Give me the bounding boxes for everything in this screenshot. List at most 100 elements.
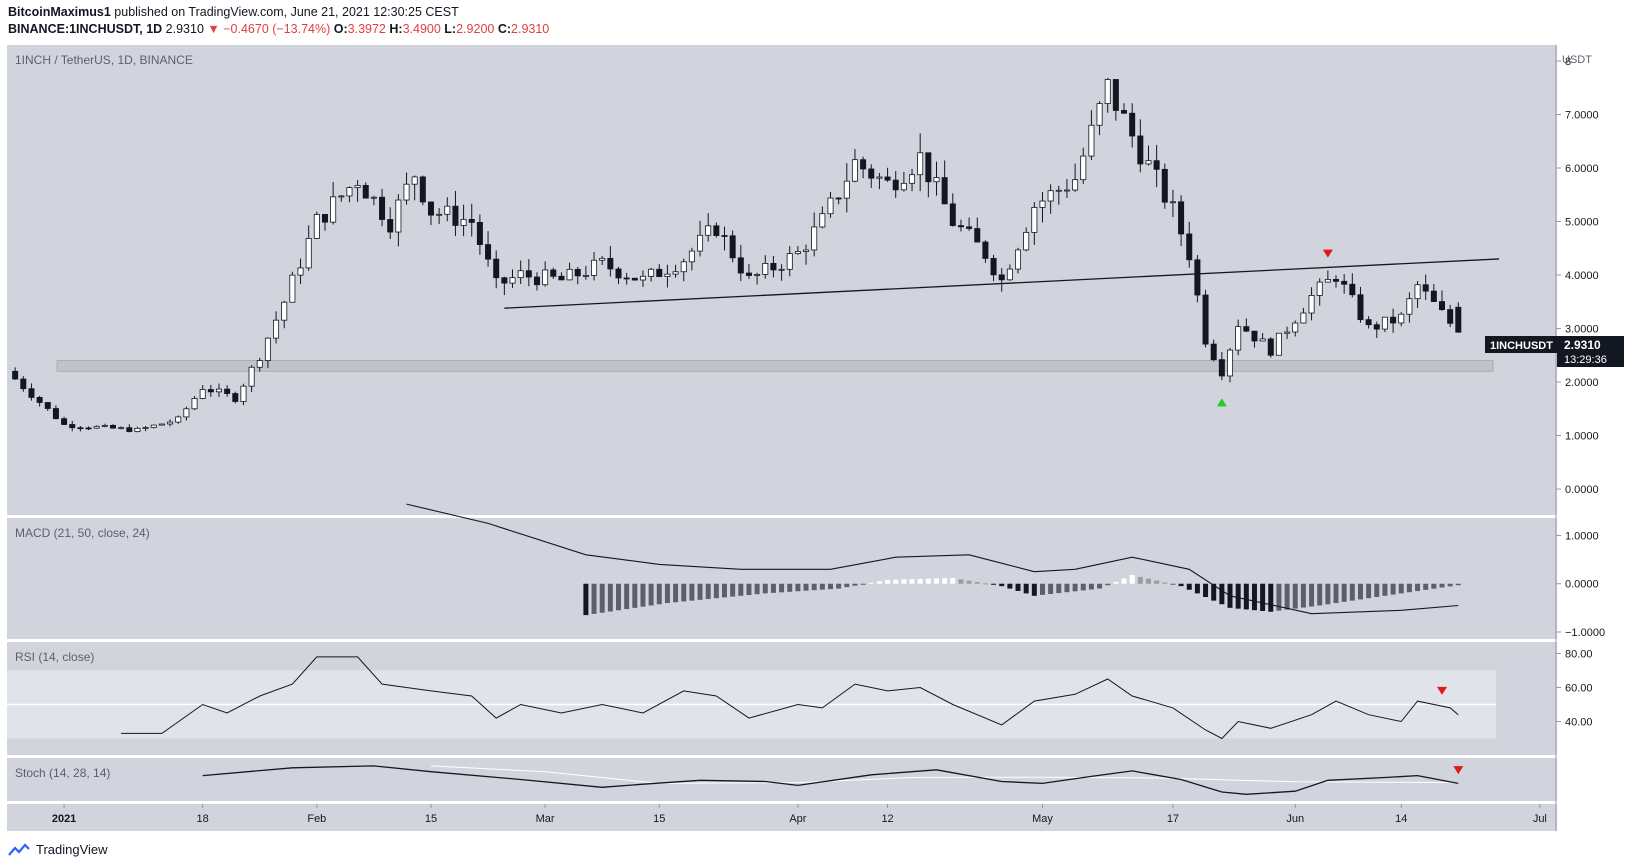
candle[interactable] <box>770 255 777 278</box>
candle[interactable] <box>599 255 606 266</box>
candle[interactable] <box>745 263 752 280</box>
macd-histogram-bar[interactable] <box>933 578 939 584</box>
candle[interactable] <box>957 219 964 232</box>
macd-histogram-bar[interactable] <box>1007 583 1013 589</box>
candle[interactable] <box>860 156 867 179</box>
macd-histogram-bar[interactable] <box>648 583 654 606</box>
stoch-k-line[interactable] <box>202 765 1459 795</box>
candle[interactable] <box>900 171 907 192</box>
candle[interactable] <box>1414 281 1421 308</box>
candle[interactable] <box>982 240 989 263</box>
candle[interactable] <box>868 164 875 188</box>
candle[interactable] <box>1308 287 1315 321</box>
candle[interactable] <box>354 180 361 202</box>
macd-histogram-bar[interactable] <box>787 583 793 592</box>
candle[interactable] <box>811 212 818 257</box>
macd-histogram-bar[interactable] <box>876 581 882 584</box>
candle[interactable] <box>819 206 826 229</box>
candle[interactable] <box>69 420 76 432</box>
macd-histogram-bar[interactable] <box>1447 583 1453 587</box>
candle[interactable] <box>12 367 19 380</box>
candle[interactable] <box>1015 247 1022 274</box>
candle[interactable] <box>639 270 646 287</box>
macd-histogram-bar[interactable] <box>1423 583 1429 590</box>
candle[interactable] <box>240 383 247 406</box>
candle[interactable] <box>85 426 92 431</box>
macd-histogram-bar[interactable] <box>1186 583 1192 590</box>
stoch-pane[interactable] <box>7 758 1557 801</box>
candle[interactable] <box>1316 278 1323 306</box>
candle[interactable] <box>664 264 671 288</box>
macd-histogram-bar[interactable] <box>1390 583 1396 595</box>
candle[interactable] <box>525 259 532 287</box>
macd-histogram-bar[interactable] <box>1366 583 1372 599</box>
macd-histogram-bar[interactable] <box>925 578 931 584</box>
candle[interactable] <box>1153 144 1160 188</box>
candle[interactable] <box>1292 320 1299 337</box>
candle[interactable] <box>297 258 304 285</box>
candle[interactable] <box>52 405 59 420</box>
candle[interactable] <box>1031 202 1038 245</box>
candle[interactable] <box>966 217 973 231</box>
candle[interactable] <box>289 271 296 303</box>
candle[interactable] <box>191 396 198 411</box>
rsi-line[interactable] <box>121 656 1459 740</box>
candle[interactable] <box>158 423 165 426</box>
macd-histogram-bar[interactable] <box>1455 583 1461 586</box>
candle[interactable] <box>1072 163 1079 192</box>
candle[interactable] <box>1235 319 1242 356</box>
candle[interactable] <box>648 267 655 282</box>
macd-histogram-bar[interactable] <box>1357 583 1363 600</box>
candle[interactable] <box>232 391 239 404</box>
macd-histogram-bar[interactable] <box>1145 578 1151 584</box>
candle[interactable] <box>436 208 443 225</box>
candle[interactable] <box>493 250 500 289</box>
macd-histogram-bar[interactable] <box>1284 583 1290 610</box>
candle[interactable] <box>468 203 475 237</box>
candle[interactable] <box>1161 163 1168 209</box>
candle[interactable] <box>379 188 386 227</box>
macd-histogram-bar[interactable] <box>624 583 630 610</box>
candle[interactable] <box>917 133 924 192</box>
macd-histogram-bar[interactable] <box>1203 583 1209 598</box>
macd-histogram-bar[interactable] <box>860 583 866 585</box>
candle[interactable] <box>1080 147 1087 184</box>
macd-histogram-bar[interactable] <box>599 583 605 613</box>
macd-histogram-bar[interactable] <box>1349 583 1355 601</box>
macd-histogram-bar[interactable] <box>1398 583 1404 594</box>
candle[interactable] <box>1349 273 1356 298</box>
candle[interactable] <box>1039 192 1046 223</box>
candle[interactable] <box>835 197 842 205</box>
candle[interactable] <box>1447 304 1454 328</box>
macd-histogram-bar[interactable] <box>836 583 842 589</box>
macd-histogram-bar[interactable] <box>1088 583 1094 590</box>
macd-histogram-bar[interactable] <box>1056 583 1062 594</box>
macd-histogram-bar[interactable] <box>664 583 670 604</box>
candle[interactable] <box>1063 178 1070 198</box>
macd-histogram-bar[interactable] <box>868 582 874 584</box>
macd-histogram-bar[interactable] <box>982 583 988 585</box>
candle[interactable] <box>827 192 834 218</box>
macd-histogram-bar[interactable] <box>1374 583 1380 598</box>
candle[interactable] <box>729 230 736 263</box>
candle[interactable] <box>591 252 598 281</box>
candle[interactable] <box>517 260 524 285</box>
candle[interactable] <box>697 220 704 257</box>
macd-histogram-bar[interactable] <box>1170 583 1176 585</box>
macd-histogram-bar[interactable] <box>1276 583 1282 611</box>
candle[interactable] <box>1104 77 1111 113</box>
candle[interactable] <box>273 311 280 344</box>
candle[interactable] <box>109 424 116 429</box>
macd-histogram-bar[interactable] <box>909 579 915 584</box>
candle[interactable] <box>44 402 51 411</box>
macd-histogram-bar[interactable] <box>893 579 899 584</box>
macd-histogram-bar[interactable] <box>1023 583 1029 594</box>
macd-histogram-bar[interactable] <box>1137 576 1143 584</box>
candle[interactable] <box>150 424 157 429</box>
candle[interactable] <box>411 175 418 201</box>
candle[interactable] <box>419 175 426 206</box>
candle[interactable] <box>1275 332 1282 356</box>
candle[interactable] <box>558 272 565 281</box>
candle[interactable] <box>656 264 663 278</box>
candle[interactable] <box>224 385 231 397</box>
